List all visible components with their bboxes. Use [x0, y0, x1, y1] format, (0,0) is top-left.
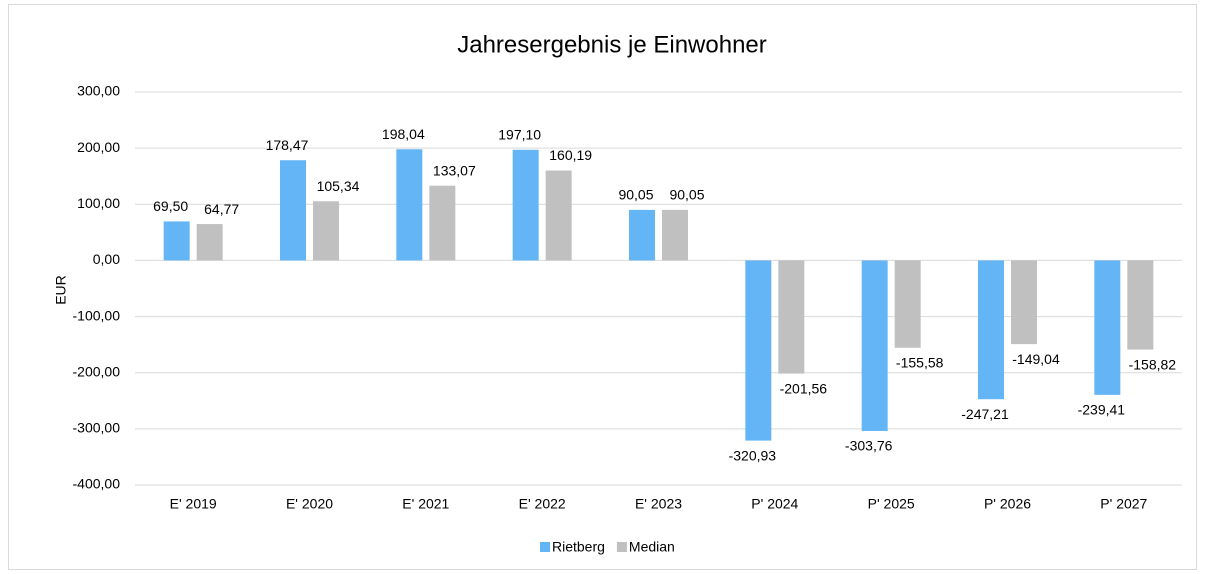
data-label: -158,82 [1129, 356, 1177, 372]
data-label: -239,41 [1078, 402, 1126, 418]
data-label: 90,05 [618, 187, 653, 203]
x-tick-label: P' 2026 [984, 496, 1031, 512]
x-tick-label: P' 2025 [868, 496, 915, 512]
y-tick-label: -100,00 [73, 307, 121, 323]
bar [163, 221, 190, 261]
data-label: 178,47 [266, 137, 309, 153]
data-label: -320,93 [729, 447, 777, 463]
y-tick-label: 0,00 [93, 251, 120, 267]
bar [978, 260, 1004, 400]
data-label: 198,04 [382, 126, 425, 142]
y-axis-label: EUR [53, 275, 69, 305]
bar [662, 209, 688, 261]
y-tick-label: -200,00 [73, 363, 121, 379]
y-tick-label: 100,00 [77, 195, 120, 211]
x-tick-label: P' 2027 [1100, 496, 1147, 512]
data-label: 105,34 [317, 178, 360, 194]
data-label: 197,10 [498, 126, 541, 142]
bar [1094, 260, 1121, 395]
data-label: 90,05 [669, 187, 704, 203]
x-tick-label: E' 2022 [519, 496, 566, 512]
y-tick-label: 300,00 [77, 83, 120, 99]
data-label: -155,58 [896, 354, 944, 370]
bar [196, 224, 223, 261]
bar [280, 160, 306, 261]
x-tick-label: E' 2019 [170, 496, 217, 512]
bar [512, 149, 539, 261]
data-label: 160,19 [549, 147, 592, 163]
bar [313, 201, 339, 261]
x-tick-label: E' 2020 [286, 496, 333, 512]
bar [396, 149, 423, 261]
legend-label: Median [629, 539, 675, 555]
chart-title: Jahresergebnis je Einwohner [457, 31, 767, 58]
data-label: -201,56 [780, 380, 828, 396]
bar [1011, 260, 1037, 345]
bar [745, 260, 772, 441]
bar [629, 209, 655, 261]
legend-swatch [540, 542, 550, 552]
bar [894, 260, 921, 348]
data-label: 133,07 [433, 162, 476, 178]
data-label: 64,77 [204, 201, 239, 217]
y-tick-label: 200,00 [77, 139, 120, 155]
bar [1127, 260, 1154, 350]
legend-label: Rietberg [552, 539, 605, 555]
bar [545, 170, 572, 261]
legend-swatch [616, 542, 627, 552]
bar [861, 260, 888, 431]
bar [778, 260, 805, 374]
y-tick-label: -300,00 [73, 420, 121, 436]
x-tick-label: P' 2024 [751, 496, 798, 512]
data-label: -303,76 [845, 438, 893, 454]
bar [429, 185, 456, 261]
x-tick-label: E' 2023 [635, 496, 682, 512]
data-label: -247,21 [961, 406, 1009, 422]
data-label: -149,04 [1012, 351, 1060, 367]
y-tick-label: -400,00 [73, 476, 121, 492]
x-tick-label: E' 2021 [402, 496, 449, 512]
data-label: 69,50 [153, 198, 188, 214]
